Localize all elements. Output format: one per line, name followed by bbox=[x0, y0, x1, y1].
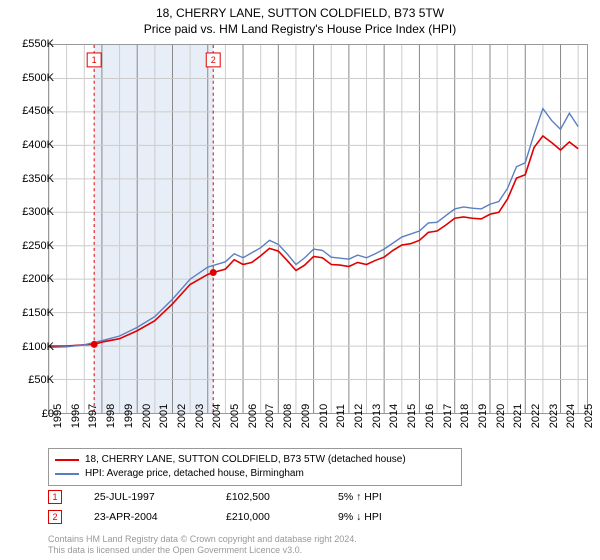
x-tick-label: 2002 bbox=[176, 404, 188, 428]
event-price: £102,500 bbox=[226, 491, 306, 503]
y-tick-label: £50K bbox=[10, 374, 54, 386]
event-date: 25-JUL-1997 bbox=[94, 491, 194, 503]
x-tick-label: 1998 bbox=[105, 404, 117, 428]
legend-swatch bbox=[55, 473, 79, 475]
y-tick-label: £450K bbox=[10, 105, 54, 117]
y-tick-label: £500K bbox=[10, 72, 54, 84]
x-tick-label: 1999 bbox=[123, 404, 135, 428]
event-marker: 1 bbox=[48, 490, 62, 504]
legend-swatch bbox=[55, 459, 79, 461]
legend-item: HPI: Average price, detached house, Birm… bbox=[55, 467, 455, 481]
attribution: Contains HM Land Registry data © Crown c… bbox=[48, 534, 357, 556]
legend-label: HPI: Average price, detached house, Birm… bbox=[85, 467, 304, 481]
legend-item: 18, CHERRY LANE, SUTTON COLDFIELD, B73 5… bbox=[55, 453, 455, 467]
event-hpi: 9% ↓ HPI bbox=[338, 511, 418, 523]
x-tick-label: 2012 bbox=[353, 404, 365, 428]
x-tick-label: 2005 bbox=[229, 404, 241, 428]
x-tick-label: 2017 bbox=[442, 404, 454, 428]
x-tick-label: 2019 bbox=[477, 404, 489, 428]
attribution-line: This data is licensed under the Open Gov… bbox=[48, 545, 357, 556]
x-tick-label: 2001 bbox=[158, 404, 170, 428]
x-tick-label: 2016 bbox=[424, 404, 436, 428]
chart-plot-area: 12 bbox=[48, 44, 588, 414]
x-tick-label: 2015 bbox=[406, 404, 418, 428]
x-tick-label: 1997 bbox=[87, 404, 99, 428]
legend-label: 18, CHERRY LANE, SUTTON COLDFIELD, B73 5… bbox=[85, 453, 406, 467]
event-marker: 2 bbox=[48, 510, 62, 524]
event-row: 1 25-JUL-1997 £102,500 5% ↑ HPI bbox=[48, 490, 588, 504]
x-tick-label: 2009 bbox=[300, 404, 312, 428]
x-tick-label: 1995 bbox=[52, 404, 64, 428]
y-tick-label: £0 bbox=[10, 408, 54, 420]
x-tick-label: 2024 bbox=[565, 404, 577, 428]
x-tick-label: 2004 bbox=[211, 404, 223, 428]
y-tick-label: £550K bbox=[10, 38, 54, 50]
x-tick-label: 2025 bbox=[583, 404, 595, 428]
x-tick-label: 2020 bbox=[495, 404, 507, 428]
x-tick-label: 2011 bbox=[335, 404, 347, 428]
y-tick-label: £100K bbox=[10, 341, 54, 353]
x-tick-label: 2003 bbox=[194, 404, 206, 428]
x-tick-label: 2008 bbox=[282, 404, 294, 428]
y-tick-label: £200K bbox=[10, 273, 54, 285]
svg-text:2: 2 bbox=[211, 55, 216, 65]
y-tick-label: £400K bbox=[10, 139, 54, 151]
x-tick-label: 2013 bbox=[371, 404, 383, 428]
event-row: 2 23-APR-2004 £210,000 9% ↓ HPI bbox=[48, 510, 588, 524]
legend: 18, CHERRY LANE, SUTTON COLDFIELD, B73 5… bbox=[48, 448, 462, 486]
x-tick-label: 2000 bbox=[141, 404, 153, 428]
x-tick-label: 2006 bbox=[247, 404, 259, 428]
chart-title: 18, CHERRY LANE, SUTTON COLDFIELD, B73 5… bbox=[0, 0, 600, 37]
event-date: 23-APR-2004 bbox=[94, 511, 194, 523]
event-price: £210,000 bbox=[226, 511, 306, 523]
title-line2: Price paid vs. HM Land Registry's House … bbox=[0, 22, 600, 38]
x-tick-label: 2010 bbox=[318, 404, 330, 428]
y-tick-label: £150K bbox=[10, 307, 54, 319]
x-tick-label: 2007 bbox=[264, 404, 276, 428]
x-tick-label: 2022 bbox=[530, 404, 542, 428]
svg-text:1: 1 bbox=[92, 55, 97, 65]
x-tick-label: 1996 bbox=[70, 404, 82, 428]
x-tick-label: 2014 bbox=[388, 404, 400, 428]
chart-svg: 12 bbox=[49, 45, 587, 413]
y-tick-label: £300K bbox=[10, 206, 54, 218]
title-line1: 18, CHERRY LANE, SUTTON COLDFIELD, B73 5… bbox=[0, 6, 600, 22]
x-tick-label: 2021 bbox=[512, 404, 524, 428]
event-hpi: 5% ↑ HPI bbox=[338, 491, 418, 503]
x-tick-label: 2018 bbox=[459, 404, 471, 428]
x-tick-label: 2023 bbox=[548, 404, 560, 428]
y-tick-label: £250K bbox=[10, 240, 54, 252]
attribution-line: Contains HM Land Registry data © Crown c… bbox=[48, 534, 357, 545]
y-tick-label: £350K bbox=[10, 173, 54, 185]
events-table: 1 25-JUL-1997 £102,500 5% ↑ HPI 2 23-APR… bbox=[48, 490, 588, 530]
